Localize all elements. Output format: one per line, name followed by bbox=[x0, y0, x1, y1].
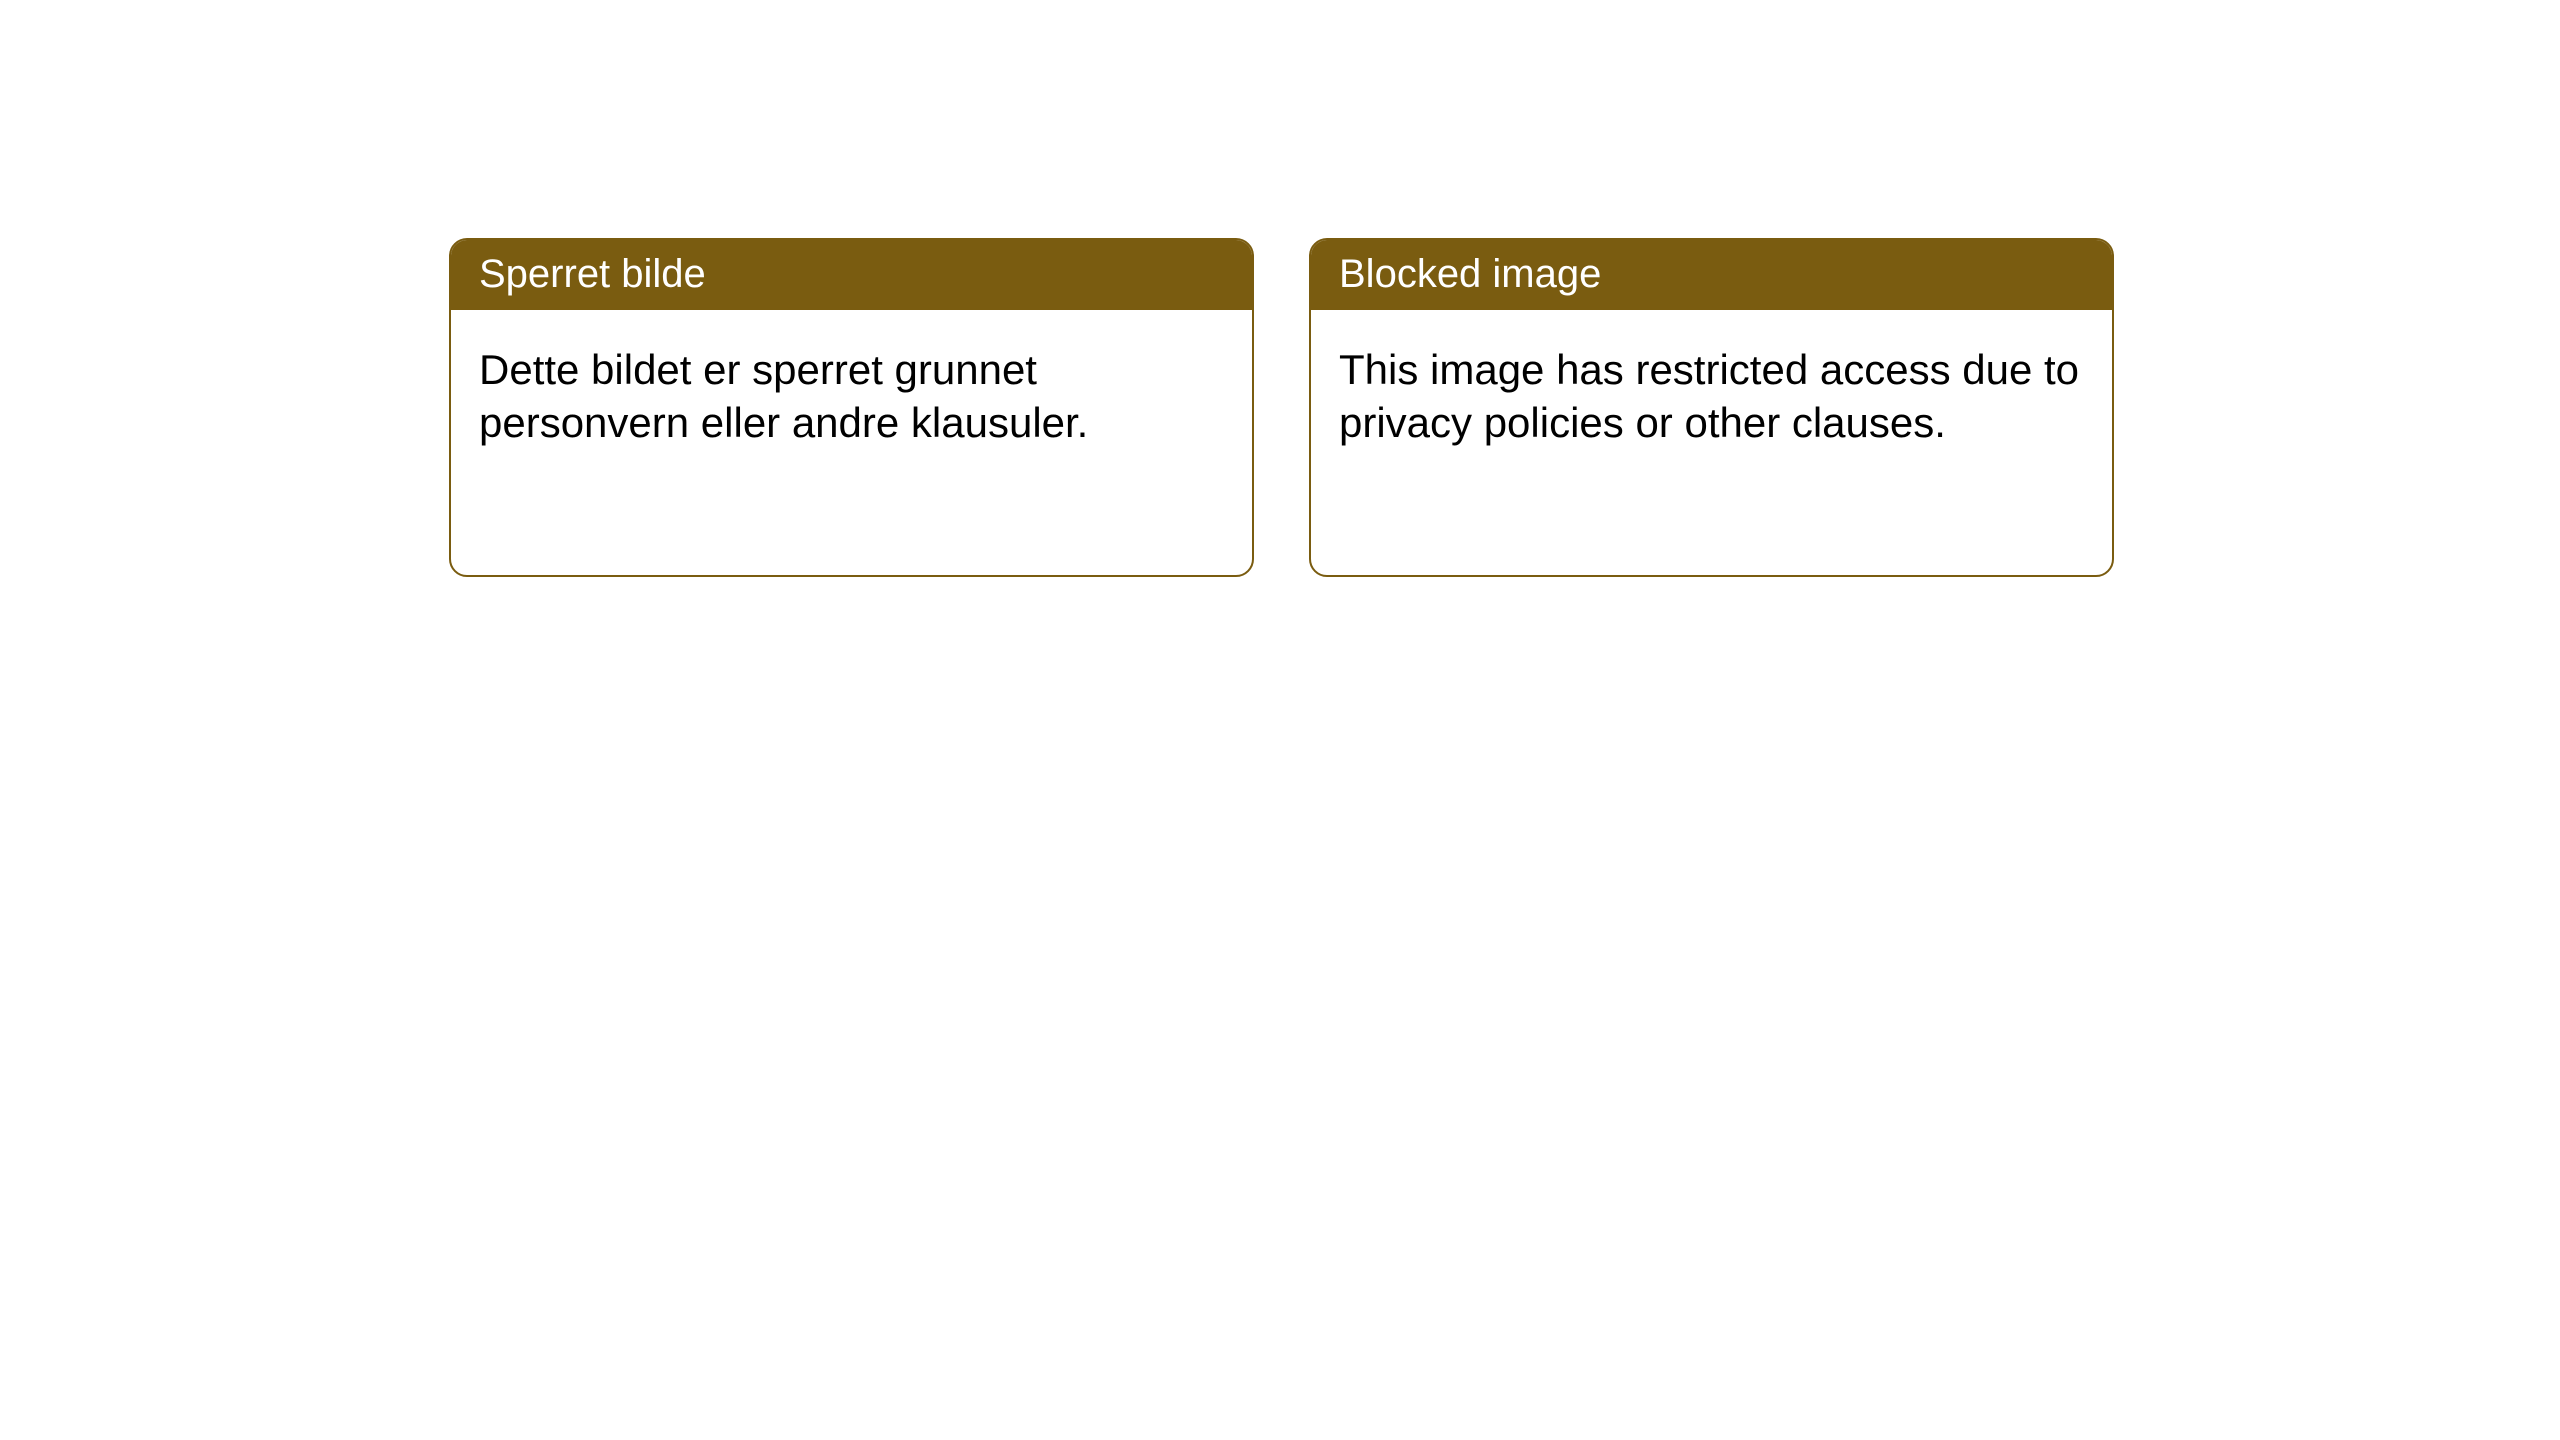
notice-body: This image has restricted access due to … bbox=[1311, 310, 2112, 483]
notice-body: Dette bildet er sperret grunnet personve… bbox=[451, 310, 1252, 483]
notice-card-english: Blocked image This image has restricted … bbox=[1309, 238, 2114, 577]
notice-container: Sperret bilde Dette bildet er sperret gr… bbox=[0, 0, 2560, 577]
notice-header: Sperret bilde bbox=[451, 240, 1252, 310]
notice-card-norwegian: Sperret bilde Dette bildet er sperret gr… bbox=[449, 238, 1254, 577]
notice-header: Blocked image bbox=[1311, 240, 2112, 310]
